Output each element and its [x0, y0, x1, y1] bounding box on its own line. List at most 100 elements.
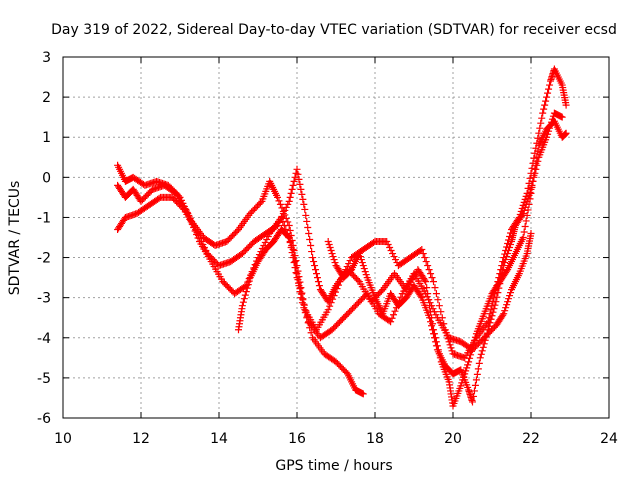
data-point — [499, 311, 507, 319]
x-tick-label: 10 — [54, 431, 72, 447]
data-point — [464, 361, 472, 369]
data-point — [263, 236, 271, 244]
data-point — [498, 271, 506, 279]
data-point — [296, 285, 304, 293]
data-point — [426, 299, 434, 307]
data-point — [331, 259, 339, 267]
data-point — [298, 190, 306, 198]
data-point — [507, 241, 515, 249]
data-point — [434, 296, 442, 304]
data-point — [432, 342, 440, 350]
data-point — [329, 253, 337, 261]
data-point — [301, 205, 309, 213]
data-point — [274, 221, 281, 229]
data-point — [432, 311, 440, 319]
data-point — [307, 329, 315, 337]
data-point — [543, 93, 551, 101]
data-point — [527, 185, 535, 193]
data-point — [482, 333, 490, 341]
data-point — [483, 329, 491, 337]
data-point — [281, 206, 289, 214]
data-point — [469, 392, 477, 400]
data-point — [525, 191, 533, 199]
data-point — [488, 312, 496, 320]
data-point — [326, 302, 334, 310]
data-point — [520, 206, 528, 214]
data-point — [256, 199, 264, 207]
data-point — [388, 314, 396, 322]
data-point — [542, 97, 550, 105]
data-point — [282, 214, 290, 222]
data-point — [303, 217, 311, 225]
data-point — [496, 280, 504, 288]
data-point — [489, 308, 497, 316]
data-point — [545, 85, 553, 93]
data-point — [202, 247, 210, 255]
data-point — [244, 281, 252, 289]
data-point — [437, 308, 445, 316]
data-point — [504, 250, 512, 258]
data-point — [200, 244, 208, 252]
data-point — [469, 398, 476, 406]
data-point — [500, 310, 508, 318]
x-tick-label: 24 — [600, 431, 618, 447]
data-point — [328, 250, 336, 258]
data-point — [478, 347, 486, 355]
data-point — [519, 234, 527, 241]
data-point — [457, 382, 465, 390]
data-point — [176, 193, 184, 201]
data-point — [291, 258, 299, 266]
data-point — [523, 197, 531, 205]
data-point — [383, 238, 391, 246]
data-point — [275, 218, 283, 226]
series-satellite-track-e — [324, 109, 566, 406]
data-point — [527, 229, 535, 237]
data-point — [429, 305, 437, 313]
data-point — [286, 193, 294, 201]
data-point — [358, 259, 366, 267]
data-point — [361, 268, 369, 276]
data-point — [324, 238, 332, 246]
data-point — [505, 295, 513, 303]
data-point — [492, 298, 500, 306]
data-point — [240, 295, 248, 303]
data-point — [532, 165, 540, 173]
x-tick-label: 22 — [522, 431, 540, 447]
data-point — [529, 177, 537, 185]
data-point — [296, 180, 304, 188]
data-point — [547, 118, 555, 126]
data-point — [389, 250, 397, 258]
data-point — [346, 257, 354, 265]
data-point — [309, 254, 317, 262]
data-point — [290, 177, 298, 185]
data-point — [562, 101, 570, 109]
ticks-layer — [62, 56, 610, 419]
data-point — [360, 265, 368, 273]
data-point — [541, 101, 549, 109]
data-point — [177, 196, 185, 204]
data-point — [430, 330, 437, 338]
data-point — [278, 212, 286, 220]
data-point — [417, 292, 425, 300]
data-point — [428, 302, 436, 310]
data-point — [427, 270, 435, 278]
data-point — [356, 253, 364, 261]
data-point — [546, 124, 554, 132]
data-point — [534, 157, 542, 165]
data-point — [465, 358, 473, 366]
data-point — [311, 262, 319, 270]
data-point — [430, 278, 437, 286]
data-point — [428, 274, 436, 282]
y-tick-label: 2 — [42, 90, 51, 106]
data-point — [480, 340, 488, 348]
data-point — [284, 232, 292, 240]
data-point — [521, 203, 529, 211]
data-point — [435, 302, 443, 310]
data-point — [275, 197, 283, 205]
data-point — [279, 209, 287, 217]
data-point — [327, 247, 335, 255]
data-point — [447, 344, 455, 352]
data-point — [261, 239, 269, 247]
data-point — [272, 222, 280, 230]
